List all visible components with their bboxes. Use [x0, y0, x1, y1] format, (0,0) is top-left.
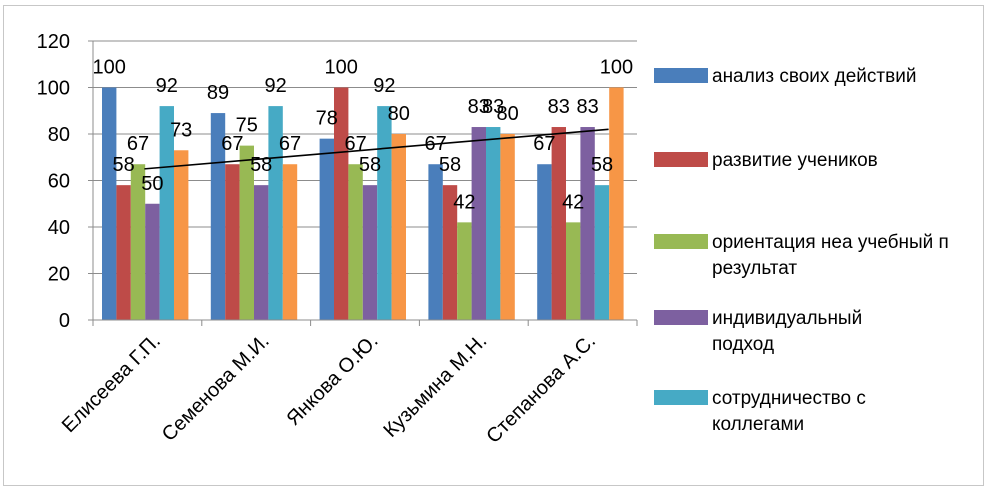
- bar: [116, 185, 131, 320]
- data-label: 80: [496, 103, 518, 125]
- legend-item: ориентация неа учебный п результат: [654, 230, 952, 282]
- bar: [537, 164, 552, 320]
- bar: [391, 134, 406, 320]
- bar: [174, 150, 189, 320]
- x-tick-label: Семенова М.И.: [158, 330, 274, 446]
- legend-label: развитие учеников: [712, 150, 878, 171]
- data-label: 100: [600, 57, 633, 79]
- y-tick-label: 100: [37, 78, 70, 100]
- bar: [594, 185, 610, 320]
- bar: [609, 87, 624, 320]
- bar: [210, 113, 226, 320]
- bar: [319, 138, 334, 320]
- bar: [551, 127, 566, 321]
- data-label: 50: [141, 173, 163, 195]
- bar: [486, 127, 501, 321]
- bar: [282, 164, 298, 320]
- legend-swatch: [654, 152, 708, 167]
- bar: [566, 222, 581, 320]
- y-tick-label: 120: [37, 31, 70, 53]
- legend-label: индивидуальный подход: [712, 308, 863, 355]
- bar: [377, 106, 392, 320]
- bar: [268, 106, 283, 320]
- data-label: 80: [388, 103, 410, 125]
- legend-swatch: [654, 234, 708, 249]
- x-tick-label: Елисеева Г.П.: [58, 330, 165, 437]
- bar: [145, 203, 160, 320]
- data-label: 73: [170, 119, 192, 141]
- bar: [130, 164, 146, 320]
- trendline-segment: [144, 128, 609, 170]
- legend-swatch: [654, 68, 708, 83]
- data-label: 92: [373, 75, 395, 97]
- data-label: 67: [533, 133, 555, 155]
- legend-label: ориентация неа учебный п результат: [712, 232, 949, 279]
- chart-frame: [3, 5, 984, 486]
- bar: [580, 127, 595, 321]
- data-label: 58: [439, 154, 461, 176]
- data-label: 58: [112, 154, 134, 176]
- bar: [500, 134, 515, 320]
- x-tick-label: Степанова А.С.: [482, 330, 600, 448]
- data-label: 92: [264, 75, 286, 97]
- bar: [428, 164, 443, 320]
- bar: [159, 106, 174, 320]
- legend-label: анализ своих действий: [712, 66, 917, 87]
- data-label: 89: [207, 82, 229, 104]
- data-label: 100: [93, 57, 126, 79]
- data-label: 100: [325, 57, 358, 79]
- trendline: [144, 128, 609, 170]
- data-label: 58: [250, 154, 272, 176]
- y-axis: 0 20 40 60 80 100 120: [37, 31, 94, 332]
- y-tick-label: 40: [48, 217, 70, 239]
- bar: [442, 185, 458, 320]
- legend-label: сотрудничество с коллегами: [712, 388, 866, 435]
- bars: [102, 87, 624, 321]
- y-tick-label: 20: [48, 264, 70, 286]
- data-label: 83: [576, 96, 598, 118]
- y-tick-label: 60: [48, 171, 70, 193]
- bar: [457, 222, 472, 320]
- bar: [362, 185, 378, 320]
- data-label: 92: [156, 75, 178, 97]
- data-label: 67: [221, 133, 243, 155]
- data-label: 42: [562, 191, 584, 213]
- data-label: 67: [344, 133, 366, 155]
- data-label: 83: [548, 96, 570, 118]
- data-label: 58: [591, 154, 613, 176]
- bar: [239, 145, 254, 320]
- legend-swatch: [654, 310, 708, 325]
- bar: [225, 164, 240, 320]
- legend-item: анализ своих действий: [654, 64, 982, 90]
- data-label: 67: [279, 133, 301, 155]
- legend-swatch: [654, 390, 708, 405]
- bar: [102, 87, 117, 320]
- data-label: 83: [468, 96, 490, 118]
- legend-item: развитие учеников: [654, 148, 982, 174]
- bar: [471, 127, 486, 321]
- legend-item: индивидуальный подход: [654, 306, 912, 358]
- bar: [334, 87, 349, 320]
- legend-item: сотрудничество с коллегами: [654, 386, 922, 438]
- x-tick-label: Кузьмина М.Н.: [380, 330, 492, 442]
- data-label: 67: [424, 133, 446, 155]
- data-label: 75: [236, 115, 258, 137]
- data-label: 83: [482, 96, 504, 118]
- bar: [254, 185, 269, 320]
- x-tick-label: Янкова О.Ю.: [282, 330, 382, 430]
- data-label: 42: [453, 191, 475, 213]
- y-tick-label: 0: [59, 310, 70, 332]
- bar: [348, 164, 363, 320]
- data-label: 78: [316, 108, 338, 130]
- data-label: 67: [127, 133, 149, 155]
- x-axis: Елисеева Г.П.Семенова М.И. Янкова О.Ю.Куз…: [58, 319, 638, 448]
- data-label: 58: [359, 154, 381, 176]
- y-tick-label: 80: [48, 124, 70, 146]
